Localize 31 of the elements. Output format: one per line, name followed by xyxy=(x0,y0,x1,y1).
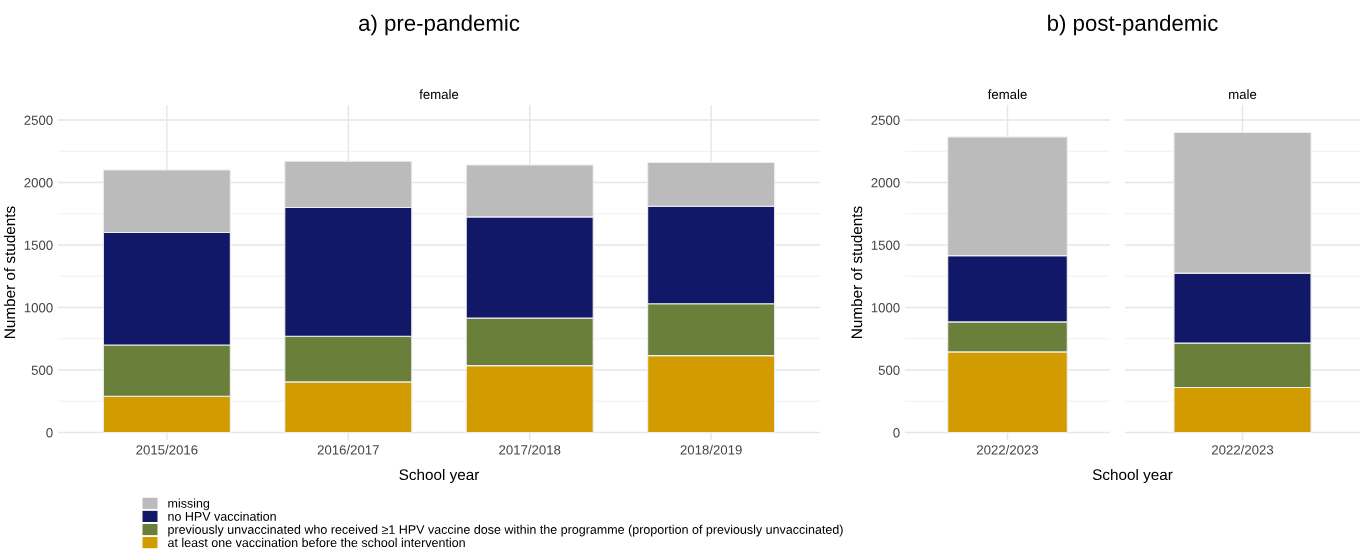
y-tick-label: 1500 xyxy=(871,240,900,250)
x-tick-label: 2016/2017 xyxy=(317,444,379,455)
y-tick-label: 500 xyxy=(878,365,900,375)
y-tick-label: 500 xyxy=(31,365,53,375)
chart-title: b) post-pandemic xyxy=(1048,14,1218,36)
chart-title: a) pre-pandemic xyxy=(359,14,520,36)
y-tick-label: 1000 xyxy=(871,303,900,313)
y-axis-title: Number of students xyxy=(850,206,863,338)
legend-label: previously unvaccinated who received ≥1 HPV vaccine dose within the programme (proportion of previously unvaccinated) xyxy=(168,524,843,537)
x-tick-label: 2018/2019 xyxy=(680,444,742,455)
x-axis-title: School year xyxy=(1092,468,1173,484)
y-tick-label: 2000 xyxy=(871,178,900,188)
y-tick-label: 2500 xyxy=(871,115,900,125)
legend-label: missing xyxy=(168,498,210,511)
chart-subtitle: female xyxy=(987,89,1027,100)
x-axis-title: School year xyxy=(399,468,480,484)
legend-label: at least one vaccination before the school intervention xyxy=(168,537,465,548)
y-tick-label: 2000 xyxy=(24,178,53,188)
y-tick-label: 0 xyxy=(893,428,900,438)
y-tick-label: 2500 xyxy=(24,115,53,125)
x-tick-label: 2022/2023 xyxy=(1211,444,1274,455)
y-tick-label: 1000 xyxy=(24,303,53,313)
x-tick-label: 2015/2016 xyxy=(136,444,198,455)
x-tick-label: 2017/2018 xyxy=(499,444,561,455)
chart-subtitle: female xyxy=(419,89,459,100)
y-tick-label: 0 xyxy=(46,428,53,438)
chart-subtitle: male xyxy=(1229,89,1257,100)
y-axis-title: Number of students xyxy=(3,206,16,338)
y-tick-label: 1500 xyxy=(24,240,53,250)
legend-label: no HPV vaccination xyxy=(168,511,276,521)
x-tick-label: 2022/2023 xyxy=(976,444,1039,455)
